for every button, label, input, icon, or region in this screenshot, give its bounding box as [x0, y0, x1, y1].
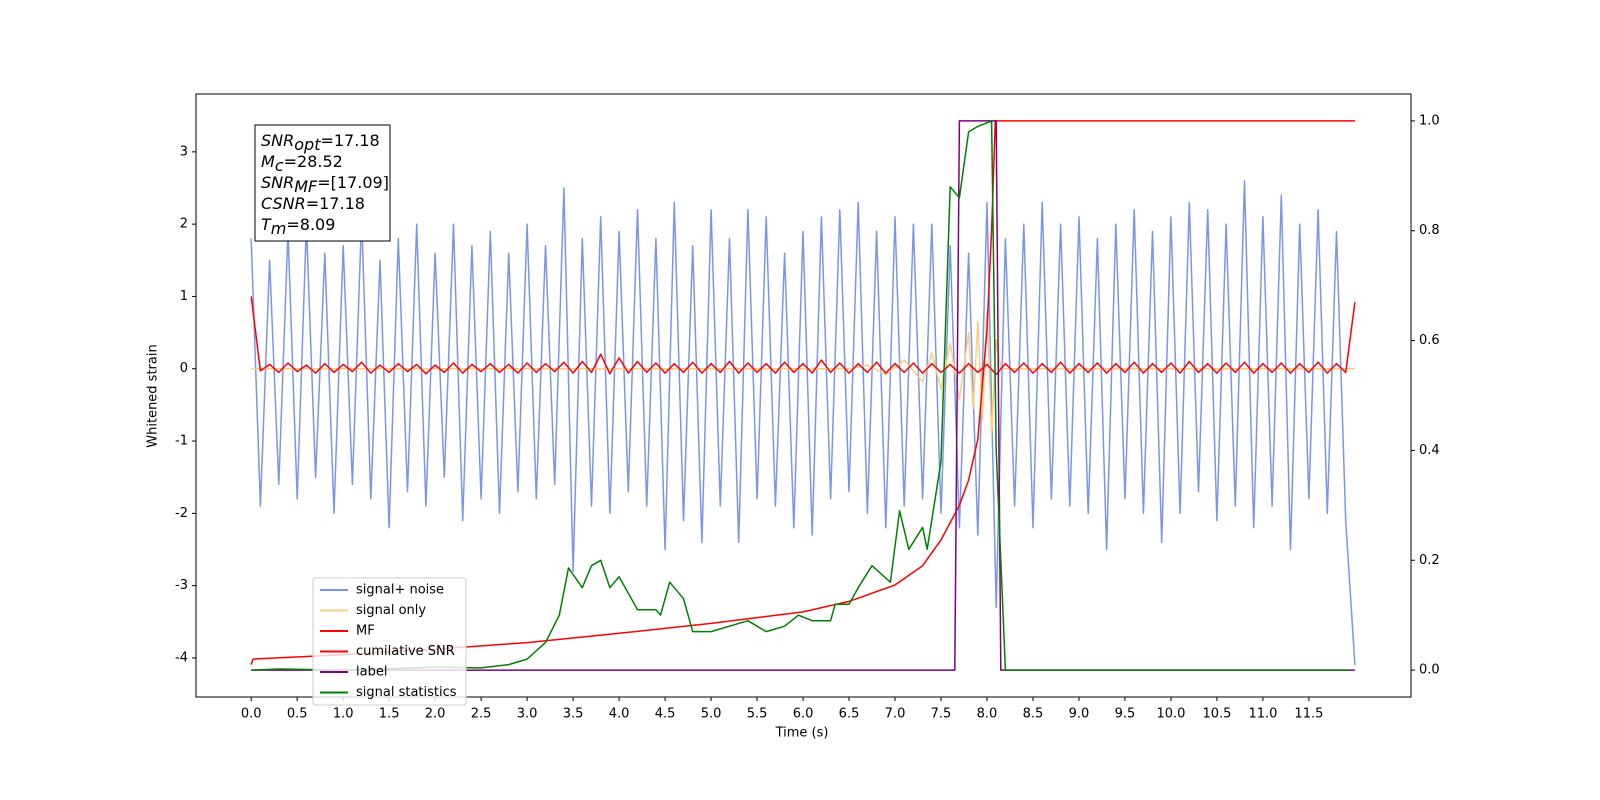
annotation-subscript: m — [271, 219, 287, 238]
annotation: Tm=8.09 — [261, 215, 335, 238]
y2-tick-label: 1.0 — [1419, 113, 1440, 128]
y-tick-label: -1 — [175, 434, 188, 449]
x-tick-label: 9.5 — [1115, 707, 1136, 722]
y2-tick-label: 0.2 — [1419, 553, 1440, 568]
x-tick-label: 5.5 — [747, 707, 768, 722]
x-tick-label: 3.0 — [517, 707, 538, 722]
annotation: Mc=28.52 — [261, 152, 343, 175]
annotation-subscript: opt — [294, 135, 321, 154]
legend: signal+ noise signal only MF cumilative SNR… — [312, 577, 467, 706]
y2-tick-label: 0.4 — [1419, 443, 1440, 458]
y-tick-label: -3 — [175, 578, 188, 593]
legend-label: signal+ noise — [356, 583, 444, 598]
annotation-symbol: T — [261, 215, 272, 234]
annotation-subscript: MF — [294, 177, 318, 196]
x-tick-label: 6.0 — [793, 707, 814, 722]
annotation-value: =8.09 — [286, 215, 335, 234]
annotation: SNRopt=17.18 — [261, 131, 380, 154]
annotation-frame — [254, 124, 391, 242]
legend-label: signal only — [356, 603, 426, 618]
legend-label: label — [356, 665, 387, 680]
annotation-value: =28.52 — [284, 152, 343, 171]
annotation-value: =17.18 — [320, 131, 379, 150]
annotation-value: =17.18 — [306, 194, 365, 213]
x-tick-label: 4.0 — [609, 707, 630, 722]
x-tick-label: 10.0 — [1156, 707, 1185, 722]
y2-tick-label: 0.6 — [1419, 333, 1440, 348]
annotation-subscript: c — [275, 156, 284, 175]
legend-label: signal statistics — [356, 685, 457, 700]
x-tick-label: 9.0 — [1069, 707, 1090, 722]
x-tick-label: 11.5 — [1294, 707, 1323, 722]
x-tick-label: 11.0 — [1248, 707, 1277, 722]
x-tick-label: 8.5 — [1023, 707, 1044, 722]
annotation-symbol: M — [261, 152, 275, 171]
legend-label: cumilative SNR — [356, 644, 455, 659]
x-tick-label: 10.5 — [1202, 707, 1231, 722]
annotation: SNRMF=[17.09] — [261, 173, 389, 196]
annotation: CSNR=17.18 — [261, 194, 365, 213]
annotation-box: SNRopt=17.18Mc=28.52SNRMF=[17.09]CSNR=17… — [254, 124, 391, 242]
x-tick-label: 0.5 — [287, 707, 308, 722]
plot-frame — [195, 93, 1412, 698]
x-tick-label: 4.5 — [655, 707, 676, 722]
x-tick-label: 0.0 — [241, 707, 262, 722]
x-tick-label: 6.5 — [839, 707, 860, 722]
x-tick-label: 8.0 — [977, 707, 998, 722]
legend-frame — [312, 577, 467, 706]
annotation-symbol: SNR — [261, 131, 294, 150]
y-axis-label: Whitened strain — [146, 344, 161, 447]
x-tick-label: 5.0 — [701, 707, 722, 722]
x-tick-label: 7.5 — [931, 707, 952, 722]
x-tick-label: 7.0 — [885, 707, 906, 722]
y2-tick-label: 0.0 — [1419, 663, 1440, 678]
y-tick-label: 2 — [180, 217, 188, 232]
y-tick-label: 3 — [180, 144, 188, 159]
y-tick-label: -2 — [175, 506, 188, 521]
series-line — [250, 296, 1356, 376]
annotation-value: =[17.09] — [317, 173, 389, 192]
x-tick-label: 2.5 — [471, 707, 492, 722]
x-tick-label: 1.5 — [379, 707, 400, 722]
series-line — [250, 180, 1356, 666]
x-axis-label: Time (s) — [775, 726, 829, 741]
y-tick-label: 1 — [180, 289, 188, 304]
annotation-symbol: CSNR — [261, 194, 306, 213]
x-tick-label: 3.5 — [563, 707, 584, 722]
series-line — [251, 310, 1355, 435]
y-tick-label: -4 — [175, 650, 188, 665]
x-tick-label: 2.0 — [425, 707, 446, 722]
y2-tick-label: 0.8 — [1419, 223, 1440, 238]
series-line — [251, 120, 1351, 671]
annotation-symbol: SNR — [261, 173, 294, 192]
y-tick-label: 0 — [180, 361, 188, 376]
legend-label: MF — [356, 624, 375, 639]
x-tick-label: 1.0 — [333, 707, 354, 722]
